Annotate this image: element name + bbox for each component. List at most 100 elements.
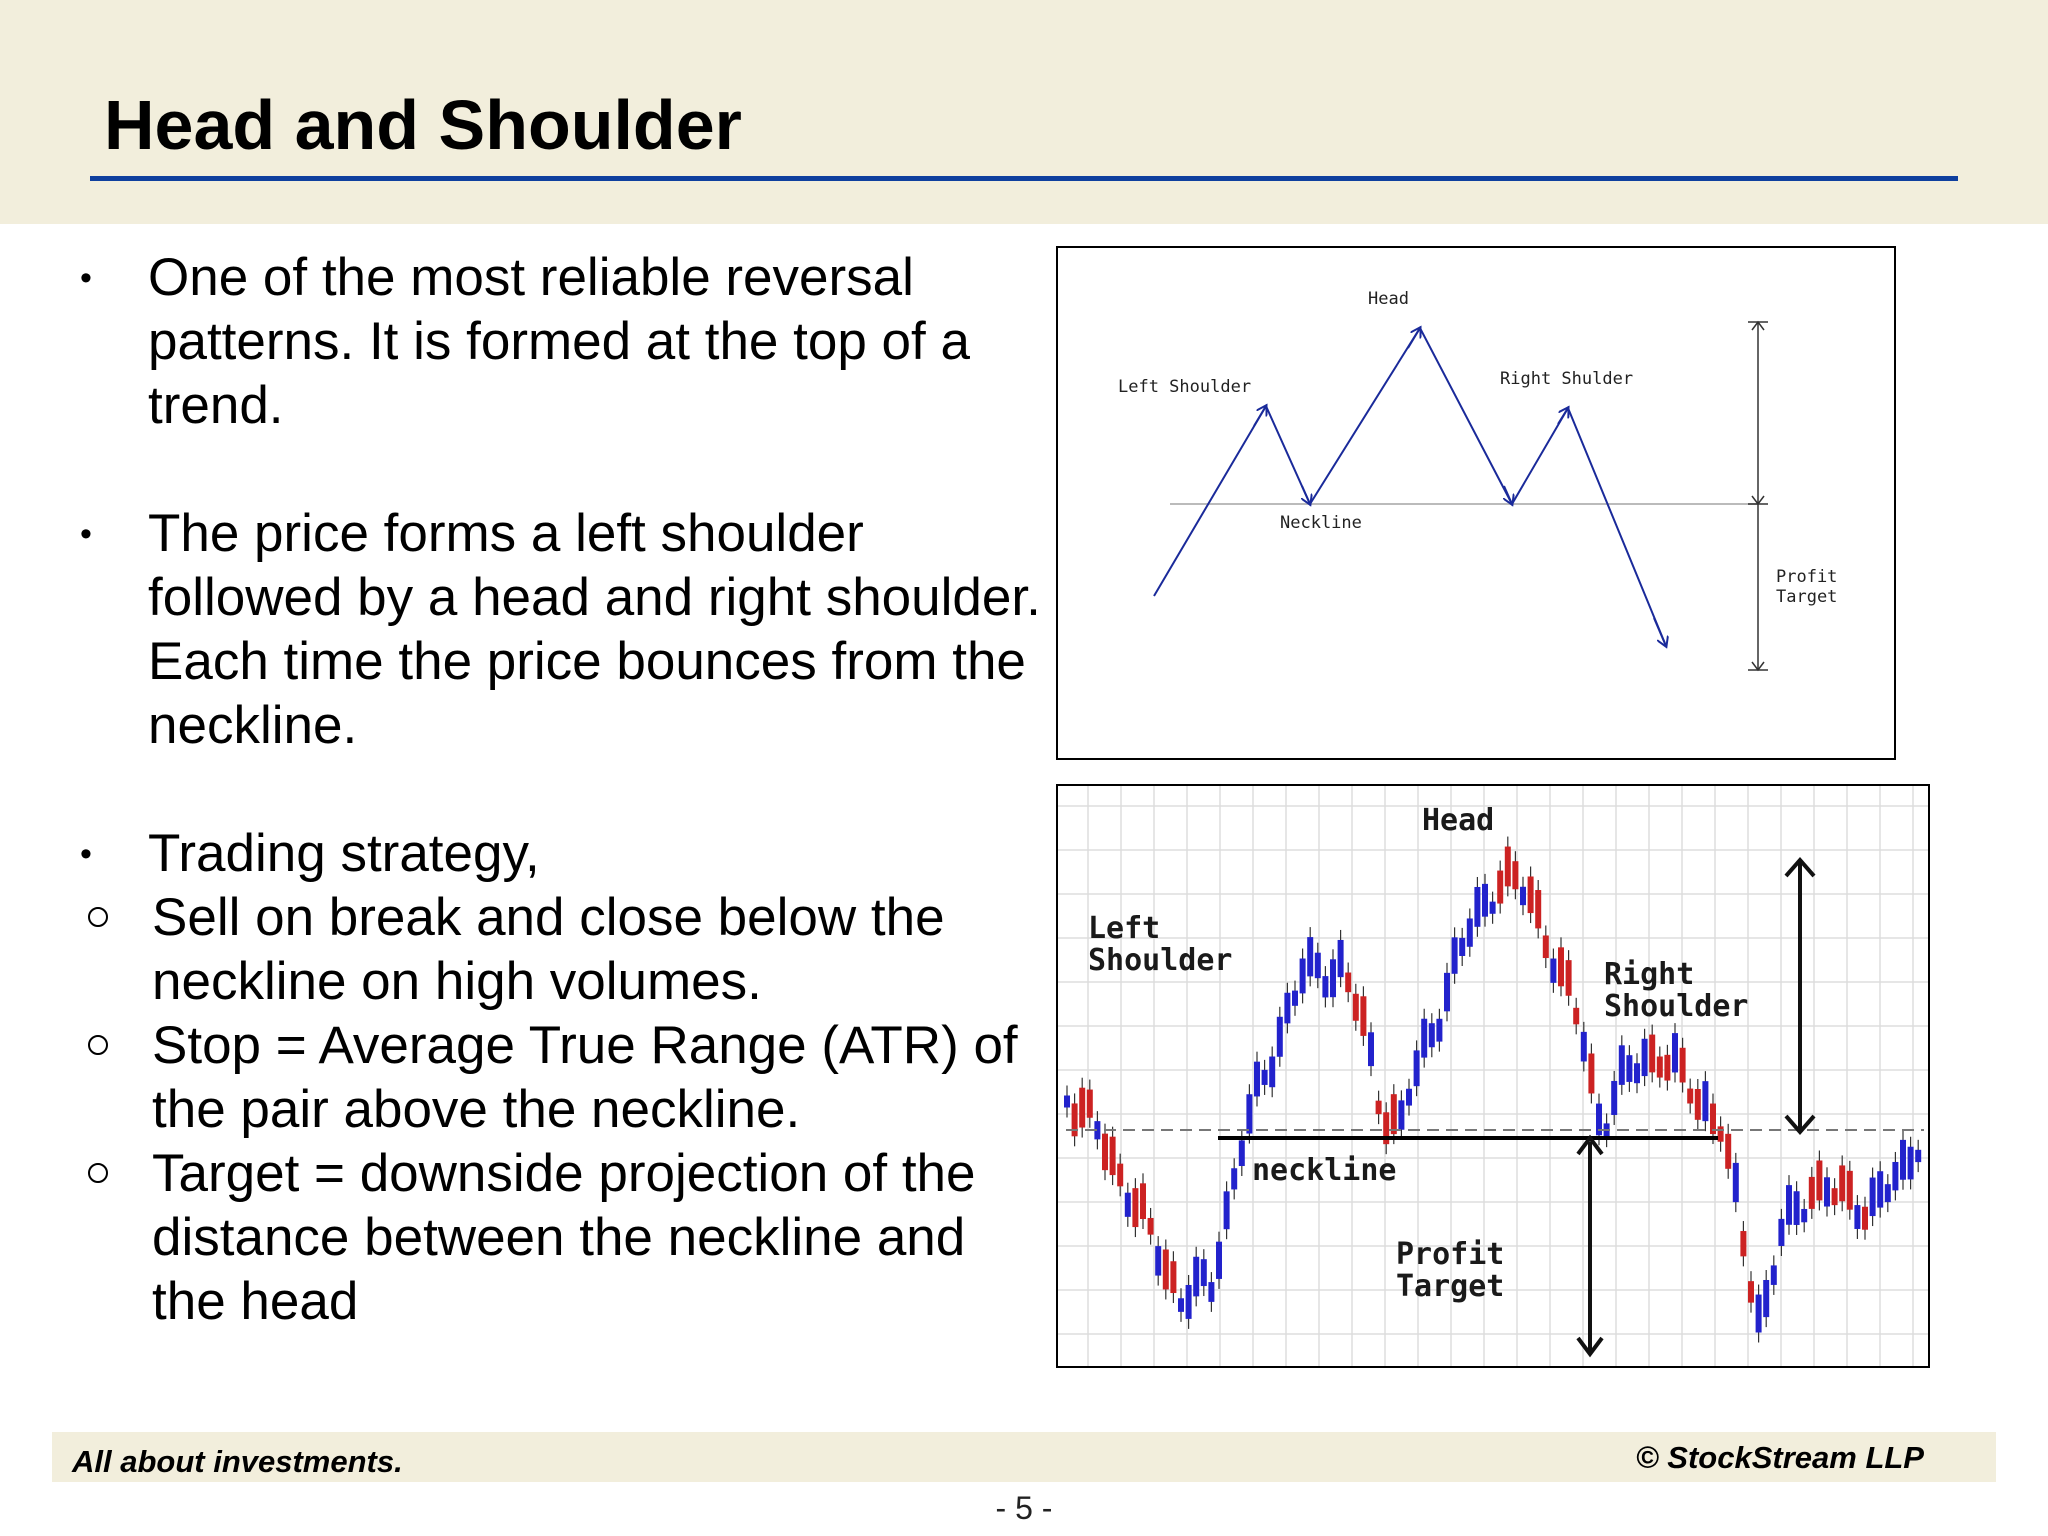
label-profit: Profit (1776, 567, 1837, 587)
candle-body (1869, 1177, 1876, 1217)
measure-arrowhead-bottom (1751, 661, 1765, 672)
bullet-text: Trading strategy, (148, 824, 540, 883)
candle-body (1808, 1176, 1815, 1209)
candle-body (1421, 1018, 1428, 1058)
label-left: Left (1088, 911, 1160, 946)
breakdown-arrow (1653, 617, 1666, 646)
candle-body (1178, 1298, 1184, 1312)
label-head: Head (1422, 803, 1494, 838)
candle-body (1102, 1133, 1108, 1171)
candle-body (1793, 1191, 1800, 1225)
candle-body (1611, 1080, 1618, 1115)
candle-body (1223, 1191, 1230, 1230)
sub-bullet-text: Stop = Average True Range (ATR) of the p… (152, 1016, 1018, 1139)
candle-body (1580, 1031, 1587, 1062)
candlestick-svg: Head Left Shoulder Right Shoulder neckli… (1058, 786, 1928, 1366)
label-neckline: Neckline (1280, 513, 1362, 533)
candle-body (1276, 1016, 1283, 1057)
candle-body (1907, 1146, 1914, 1180)
label-left-shoulder: Left Shoulder (1118, 377, 1251, 397)
bullet-item: • One of the most reliable reversal patt… (70, 246, 1050, 438)
sub-bullet-marker (88, 1163, 108, 1183)
candle-body (1406, 1088, 1412, 1106)
candle-body (1634, 1063, 1640, 1084)
candle-body (1755, 1294, 1762, 1333)
candle-body (1064, 1095, 1070, 1108)
label-profit: Profit (1396, 1237, 1504, 1272)
candle-body (1740, 1231, 1747, 1257)
candle-body (1900, 1139, 1906, 1180)
candle-body (1246, 1094, 1253, 1134)
bullet-text: One of the most reliable reversal patter… (148, 248, 970, 435)
schematic-svg: Head Left Shoulder Right Shulder Necklin… (1118, 289, 1837, 672)
candle-body (1185, 1284, 1192, 1319)
candle-body (1155, 1246, 1162, 1276)
candle-body (1117, 1163, 1124, 1187)
label-right-shoulder: Shoulder (1604, 989, 1749, 1024)
profit-arrowhead-bottom (1576, 1336, 1604, 1358)
candle-body (1641, 1038, 1648, 1077)
candle-body (1846, 1170, 1853, 1210)
candle-body (1284, 992, 1291, 1024)
candle-body (1877, 1171, 1884, 1208)
candle-body (1299, 958, 1306, 994)
page-number: - 5 - (995, 1490, 1053, 1526)
candle-body (1086, 1089, 1093, 1118)
candle-body (1702, 1081, 1709, 1122)
label-target: Target (1396, 1269, 1504, 1304)
candle-body (1383, 1112, 1390, 1145)
candle-body (1352, 993, 1359, 1021)
candle-body (1535, 890, 1542, 929)
candle-body (1398, 1100, 1405, 1130)
candle-body (1162, 1249, 1169, 1290)
sub-bullet-item: Target = downside projection of the dist… (70, 1142, 1050, 1334)
candle-body (1124, 1192, 1131, 1217)
bullet-item: • The price forms a left shoulder follow… (70, 502, 1050, 758)
label-target: Target (1776, 587, 1837, 607)
sub-bullet-item: Stop = Average True Range (ATR) of the p… (70, 1014, 1050, 1142)
left-shoulder-arrow (1253, 406, 1266, 427)
candle-body (1292, 990, 1298, 1006)
label-left-shoulder: Shoulder (1088, 943, 1233, 978)
label-right: Right (1604, 957, 1694, 992)
measure-arrowhead-top (1751, 320, 1765, 331)
candle-body (1322, 976, 1329, 998)
footer-band (52, 1432, 1996, 1482)
candle-body (1489, 901, 1496, 914)
candle-body (1710, 1103, 1716, 1135)
candle-body (1656, 1056, 1663, 1078)
candlestick-pattern-chart: Head Left Shoulder Right Shoulder neckli… (1056, 784, 1930, 1368)
grid (1058, 786, 1928, 1366)
candle-body (1337, 939, 1344, 978)
label-right-shoulder: Right Shulder (1500, 369, 1633, 389)
candle-body (1824, 1177, 1830, 1207)
candle-body (1732, 1162, 1739, 1203)
candle-body (1482, 883, 1488, 917)
candle-body (1474, 886, 1481, 927)
candle-body (1390, 1094, 1397, 1135)
candle-body (1330, 959, 1336, 998)
candles (1064, 836, 1922, 1343)
label-head: Head (1368, 289, 1409, 309)
candle-body (1497, 870, 1504, 904)
candle-body (1626, 1055, 1633, 1082)
candle-body (1254, 1061, 1260, 1097)
title-rule (90, 176, 1958, 181)
candle-body (1140, 1183, 1146, 1220)
candle-body (1694, 1089, 1701, 1120)
candle-body (1565, 960, 1572, 996)
bullet-marker: • (80, 515, 92, 553)
candle-body (1831, 1188, 1838, 1206)
candle-body (1573, 1007, 1580, 1025)
bullet-item: • Trading strategy, (70, 822, 1050, 886)
candle-body (1094, 1121, 1101, 1140)
candle-body (1801, 1208, 1808, 1223)
candle-body (1672, 1033, 1678, 1073)
bullet-marker: • (80, 259, 92, 297)
footer-tagline: All about investments. (72, 1444, 403, 1479)
candle-body (1558, 947, 1564, 987)
candle-body (1717, 1126, 1724, 1142)
candle-body (1778, 1218, 1785, 1246)
candle-body (1854, 1205, 1861, 1229)
head-arrowhead-top (1784, 856, 1816, 878)
